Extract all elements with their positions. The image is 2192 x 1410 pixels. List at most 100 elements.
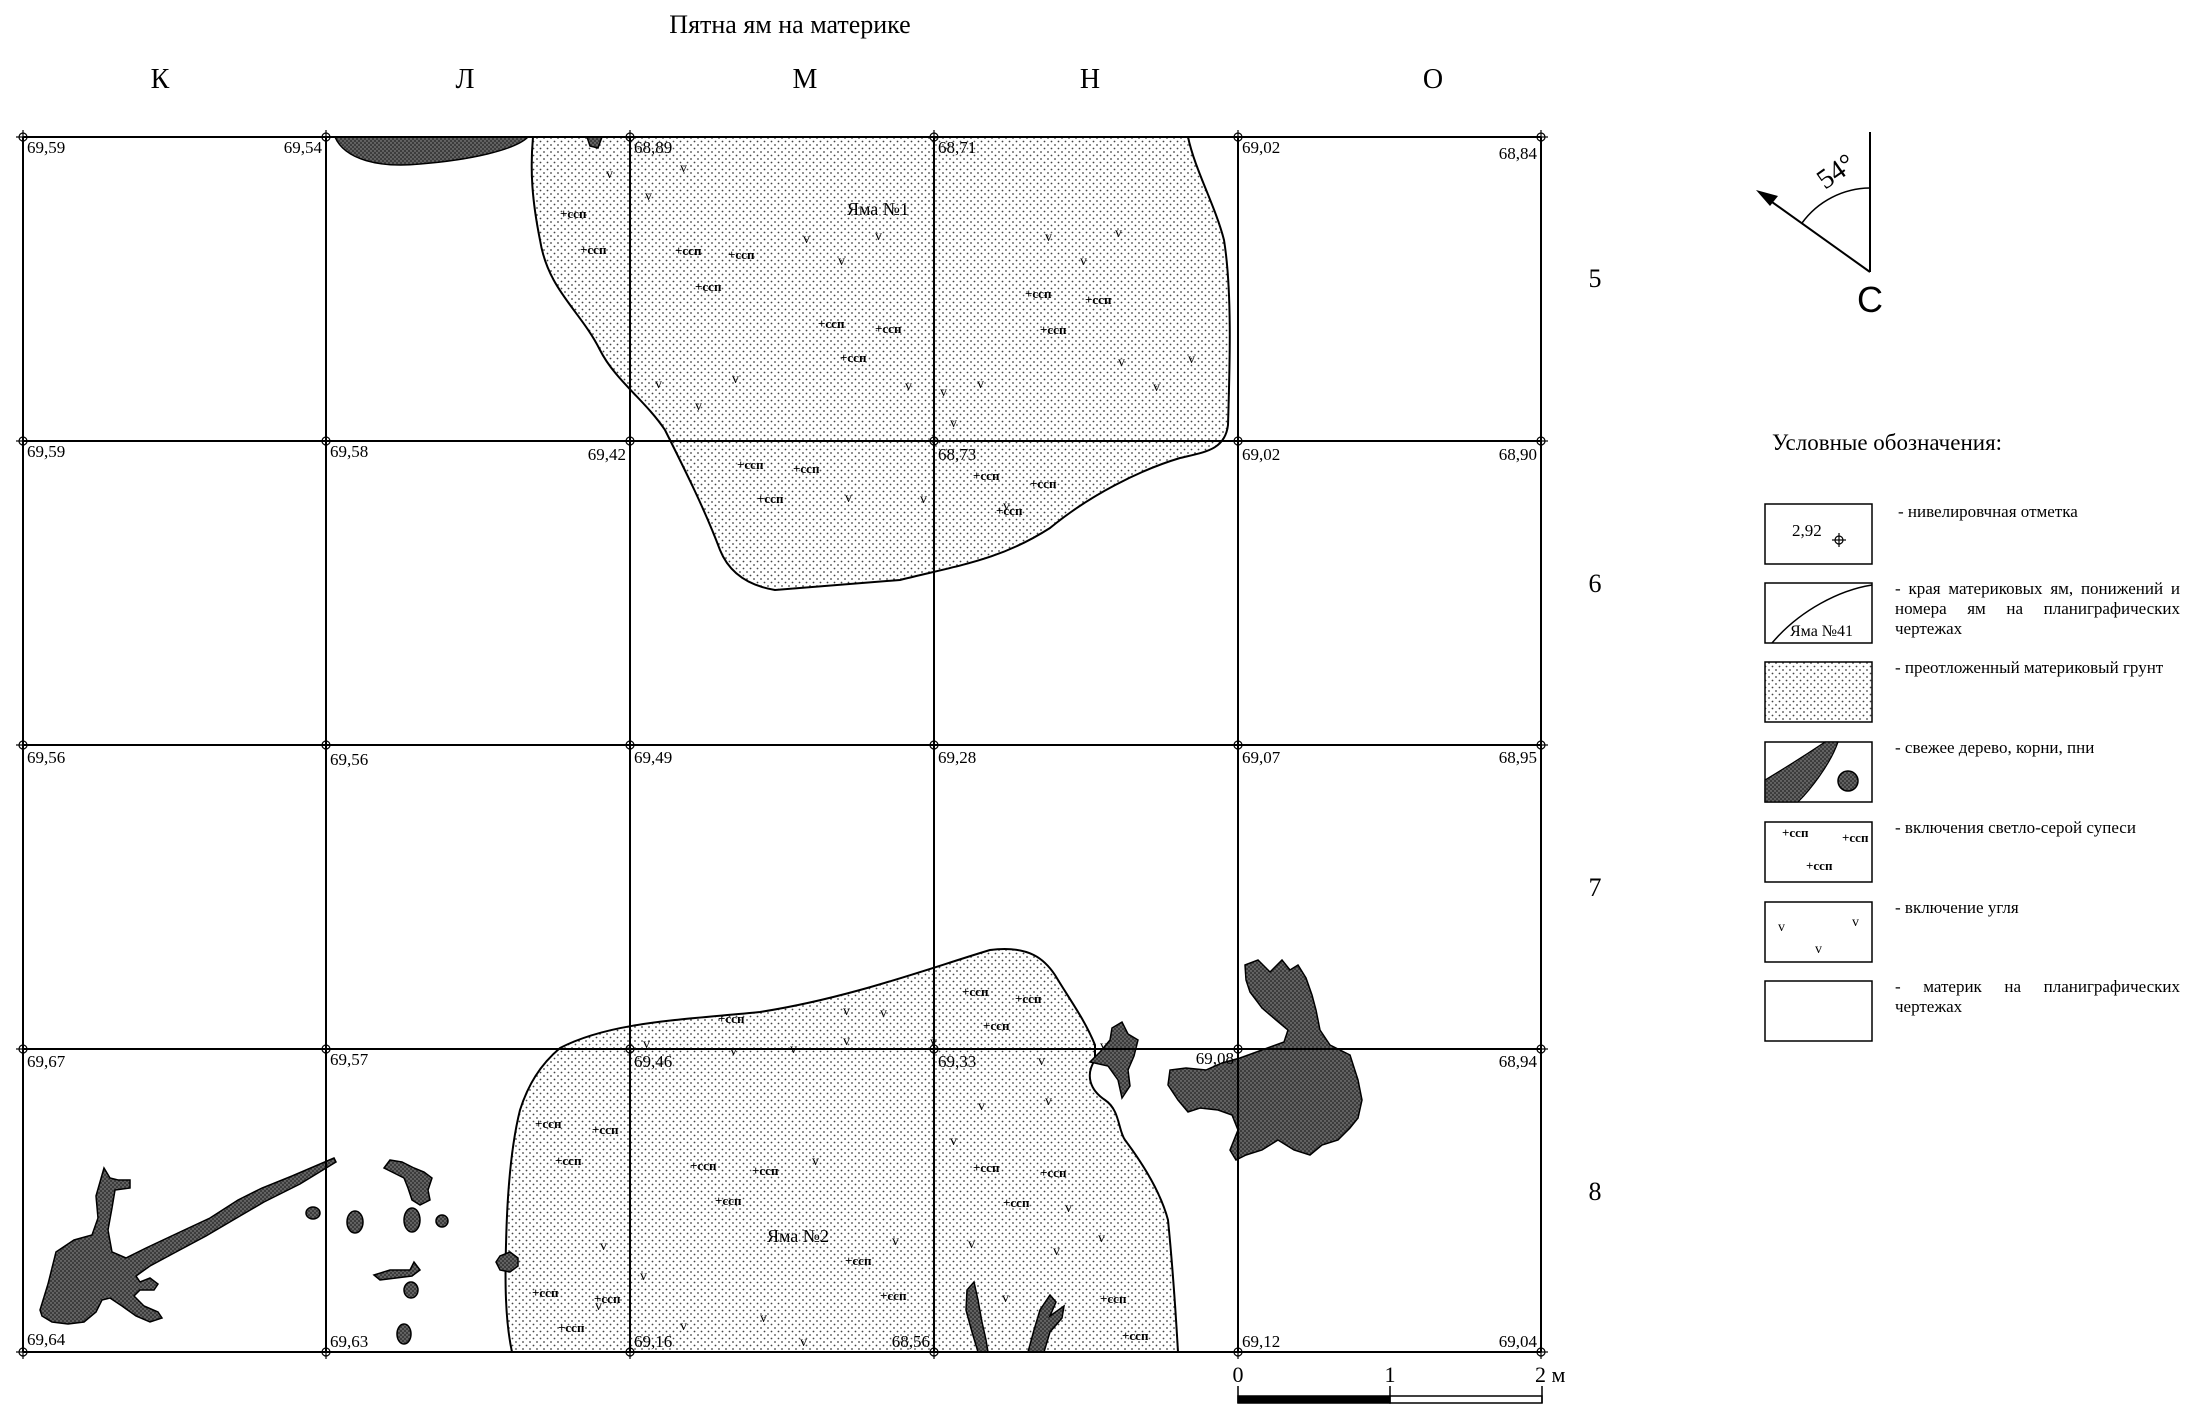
legend-item: - свежее дерево, корни, пни (1895, 738, 2095, 757)
coal-mark: v (643, 1037, 650, 1052)
elevation-mark: 69,42 (588, 445, 626, 464)
coal-mark: v (950, 1134, 957, 1149)
peg-icon (927, 1345, 941, 1359)
peg-icon (16, 738, 30, 752)
elevation-mark: 69,59 (27, 138, 65, 157)
coal-mark: v (930, 1035, 937, 1050)
pit-1-label: Яма №1 (847, 199, 909, 219)
peg-icon (927, 130, 941, 144)
coal-mark: v (880, 1006, 887, 1021)
legend-item: - края материковых ям, понижений и номер… (1895, 579, 2180, 638)
elevation-mark: 69,67 (27, 1052, 66, 1071)
peg-icon (319, 130, 333, 144)
peg-icon (16, 1345, 30, 1359)
tree-shape (1027, 1293, 1066, 1353)
coal-mark: v (680, 1319, 687, 1334)
coal-mark: v (940, 385, 947, 400)
pit-2-label: Яма №2 (767, 1226, 829, 1246)
row-header: 6 (1589, 569, 1602, 598)
coal-mark: v (1815, 942, 1822, 957)
coal-mark: v (843, 1004, 850, 1019)
light-sand-mark: +ссп (558, 1320, 585, 1335)
elevation-mark: 68,71 (938, 138, 976, 157)
tree-shape (965, 1280, 989, 1353)
peg-icon (16, 1042, 30, 1056)
coal-mark: v (730, 1044, 737, 1059)
light-sand-mark: +ссп (535, 1116, 562, 1131)
light-sand-mark: +ссп (1040, 1165, 1067, 1180)
peg-icon (1231, 1345, 1245, 1359)
row-header: 5 (1589, 264, 1602, 293)
pit-1-area (530, 136, 1231, 592)
peg-icon (319, 434, 333, 448)
tree-shape (495, 1251, 519, 1273)
light-sand-mark: +ссп (1040, 322, 1067, 337)
light-sand-mark: +ссп (1085, 292, 1112, 307)
coal-mark: v (803, 232, 810, 247)
scale-label: 0 (1233, 1362, 1244, 1387)
peg-icon (1534, 1345, 1548, 1359)
coal-mark: v (800, 1335, 807, 1350)
elevation-mark: 69,08 (1196, 1049, 1234, 1068)
coal-mark: v (1045, 1094, 1052, 1109)
coal-mark: v (1053, 1244, 1060, 1259)
coal-mark: v (640, 1269, 647, 1284)
light-sand-mark: +ссп (793, 461, 820, 476)
tree-icon (1764, 741, 1839, 803)
peg-icon (1534, 434, 1548, 448)
tree-shape (333, 136, 530, 166)
light-sand-mark: +ссп (983, 1018, 1010, 1033)
elevation-mark: 69,49 (634, 748, 672, 767)
coal-mark: v (732, 372, 739, 387)
elevation-mark: 69,33 (938, 1052, 976, 1071)
elevation-mark: 68,90 (1499, 445, 1537, 464)
coal-mark: v (838, 254, 845, 269)
peg-icon (623, 1042, 637, 1056)
light-sand-mark: +ссп (973, 468, 1000, 483)
coal-mark: v (680, 161, 687, 176)
elevation-mark: 68,89 (634, 138, 672, 157)
legend-sample-elevation: 2,92 (1792, 521, 1822, 540)
elevation-mark: 69,02 (1242, 445, 1280, 464)
light-sand-mark: +ссп (592, 1122, 619, 1137)
light-sand-mark: +ссп (555, 1153, 582, 1168)
coal-mark: v (812, 1154, 819, 1169)
legend-item: - включения светло-серой супеси (1895, 818, 2136, 837)
light-sand-mark: +ссп (560, 206, 587, 221)
peg-icon (1534, 738, 1548, 752)
tree-shape (305, 1206, 321, 1220)
light-sand-mark: +ссп (1100, 1291, 1127, 1306)
coal-mark: v (1038, 1054, 1045, 1069)
coal-mark: v (968, 1237, 975, 1252)
legend-item-box: - края материковых ям, понижений и номер… (1895, 579, 2180, 638)
coal-mark: v (1115, 226, 1122, 241)
tree-shape (372, 1260, 422, 1281)
stump-icon (1837, 770, 1859, 792)
peg-icon (319, 738, 333, 752)
coal-mark: v (843, 1034, 850, 1049)
light-sand-mark: +ссп (757, 491, 784, 506)
coal-mark: v (1080, 254, 1087, 269)
row-header: 7 (1589, 873, 1602, 902)
tree-shape (39, 1157, 337, 1325)
legend-item-box: - материк на планиграфических чертежах (1895, 977, 2180, 1016)
plan-title: Пятна ям на материке (669, 10, 910, 39)
light-sand-mark: +ссп (728, 247, 755, 262)
pit-edge-icon (1771, 584, 1873, 644)
coal-mark: v (695, 399, 702, 414)
light-sand-mark: +ссп (1003, 1195, 1030, 1210)
light-sand-mark: +ссп (996, 503, 1023, 518)
light-sand-mark: +ссп (840, 350, 867, 365)
elevation-mark: 69,28 (938, 748, 976, 767)
north-label: С (1857, 279, 1883, 320)
coal-mark: v (1852, 915, 1859, 930)
column-header: О (1423, 64, 1443, 95)
tree-shape (403, 1281, 419, 1299)
tree-shape (396, 1323, 412, 1345)
coal-mark: v (920, 492, 927, 507)
legend-item-box: - преотложенный материковый грунт (1895, 658, 2163, 677)
elevation-mark: 69,56 (27, 748, 65, 767)
coal-mark: v (977, 377, 984, 392)
coal-mark: v (950, 416, 957, 431)
